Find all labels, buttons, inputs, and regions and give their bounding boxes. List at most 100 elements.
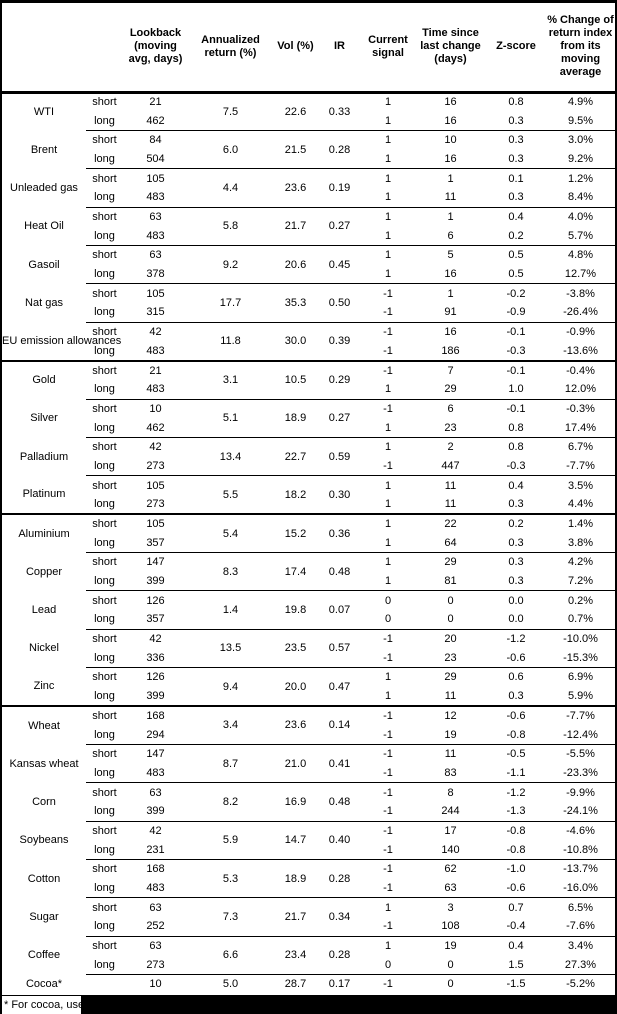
side-cell: long — [94, 344, 115, 357]
zscore-cell: 0.8 — [486, 436, 546, 457]
annualized-return-cell: 5.8 — [188, 206, 273, 246]
col-header-time-since-change: Time since last change (days) — [415, 3, 486, 94]
days-since-change-cell: 16 — [444, 152, 457, 165]
days-since-change-cell: 16 — [444, 114, 457, 127]
side-cell: short — [86, 551, 123, 572]
days-since-change-cell: 1 — [415, 283, 486, 304]
table-row: long 336 -1 23 -0.6 -15.3% — [2, 648, 615, 667]
lookback-cell: 126 — [123, 667, 188, 687]
table-row: Coffee short 63 6.6 23.4 0.28 1 19 0.4 3.4% — [2, 935, 615, 975]
table-row: Brent short 84 6.0 21.5 0.28 1 10 0.3 3.0% — [2, 129, 615, 169]
lookback-cell: 483 — [146, 383, 165, 396]
days-since-change-cell: 91 — [444, 306, 457, 319]
annualized-return-cell: 8.7 — [188, 743, 273, 783]
days-since-change-cell: 62 — [415, 858, 486, 879]
vol-cell: 15.2 — [273, 513, 318, 553]
lookback-cell: 399 — [146, 805, 165, 818]
pct-change-cell: 0.7% — [567, 613, 594, 626]
lookback-cell: 105 — [123, 168, 188, 188]
zscore-cell: 0.3 — [486, 129, 546, 150]
pct-change-cell: 8.4% — [567, 191, 594, 204]
days-since-change-cell: 19 — [444, 728, 457, 741]
side-cell: long — [94, 536, 115, 549]
side-cell: short — [86, 667, 123, 687]
side-cell: long — [94, 268, 115, 281]
table-row: long 504 1 16 0.3 9.2% — [2, 150, 615, 169]
pct-change-cell: -7.7% — [546, 704, 615, 726]
days-since-change-cell: 81 — [444, 575, 457, 588]
ir-cell: 0.30 — [318, 475, 361, 515]
lookback-cell: 483 — [146, 766, 165, 779]
zscore-cell: -0.6 — [506, 882, 526, 895]
ir-cell: 0.40 — [318, 820, 361, 860]
zscore-cell: 1.5 — [508, 958, 524, 971]
signal-cell: -1 — [361, 359, 415, 380]
annualized-return-cell: 13.4 — [188, 436, 273, 476]
ir-cell: 0.28 — [318, 858, 361, 898]
vol-cell: 23.6 — [273, 704, 318, 745]
days-since-change-cell: 0 — [447, 958, 454, 971]
annualized-return-cell: 5.5 — [188, 475, 273, 515]
signal-cell: -1 — [383, 920, 393, 933]
signal-cell: -1 — [361, 858, 415, 879]
annualized-return-cell: 9.4 — [188, 667, 273, 706]
annualized-return-cell: 5.9 — [188, 820, 273, 860]
pct-change-cell: 4.0% — [546, 206, 615, 227]
pct-change-cell: 1.4% — [546, 513, 615, 534]
side-cell: short — [86, 283, 123, 304]
side-cell: long — [94, 920, 115, 933]
side-cell: short — [86, 590, 123, 611]
zscore-cell: -0.1 — [486, 359, 546, 380]
table-row: long 378 1 16 0.5 12.7% — [2, 265, 615, 284]
signal-cell: 1 — [361, 168, 415, 188]
col-header-lookback: Lookback (moving avg, days) — [123, 3, 188, 94]
days-since-change-cell: 11 — [444, 689, 457, 702]
signal-cell: 1 — [361, 667, 415, 687]
commodity-name-cell: Nat gas — [25, 297, 63, 310]
zscore-cell: -0.8 — [506, 728, 526, 741]
days-since-change-cell: 3 — [415, 897, 486, 918]
table-row: Wheat short 168 3.4 23.6 0.14 -1 12 -0.6 -7.7% — [2, 704, 615, 745]
days-since-change-cell: 8 — [415, 782, 486, 802]
days-since-change-cell: 0 — [415, 974, 486, 994]
side-cell: long — [94, 498, 115, 511]
signal-cell: -1 — [383, 843, 393, 856]
side-cell: long — [94, 383, 115, 396]
side-cell: long — [94, 882, 115, 895]
days-since-change-cell: 140 — [441, 843, 460, 856]
pct-change-cell: -0.4% — [546, 359, 615, 380]
side-cell: short — [86, 129, 123, 150]
lookback-cell: 63 — [123, 244, 188, 265]
pct-change-cell: 17.4% — [564, 421, 597, 434]
commodity-name-cell: Lead — [31, 604, 57, 617]
table-body: WTI short 21 7.5 22.6 0.33 1 16 0.8 4.9% long 462 1 1… — [2, 91, 615, 994]
signal-cell: -1 — [383, 882, 393, 895]
vol-cell: 23.4 — [273, 935, 318, 975]
table-row: long 483 1 6 0.2 5.7% — [2, 226, 615, 245]
zscore-cell: 0.1 — [486, 168, 546, 188]
zscore-cell: 0.3 — [508, 536, 524, 549]
signal-cell: -1 — [361, 283, 415, 304]
zscore-cell: 0.8 — [486, 91, 546, 112]
lookback-cell: 42 — [123, 321, 188, 342]
pct-change-cell: 6.9% — [546, 667, 615, 687]
annualized-return-cell: 5.4 — [188, 513, 273, 553]
side-cell: short — [86, 398, 123, 419]
days-since-change-cell: 63 — [444, 882, 457, 895]
annualized-return-cell: 5.3 — [188, 858, 273, 898]
ir-cell: 0.48 — [318, 551, 361, 591]
ir-cell: 0.50 — [318, 283, 361, 323]
pct-change-cell: -0.3% — [546, 398, 615, 419]
table-row: Cotton short 168 5.3 18.9 0.28 -1 62 -1.0 -13.7% — [2, 858, 615, 898]
pct-change-cell: 1.2% — [546, 168, 615, 188]
vol-cell: 21.7 — [273, 897, 318, 937]
side-cell: long — [94, 651, 115, 664]
annualized-return-cell: 13.5 — [188, 628, 273, 668]
signal-cell: 1 — [384, 536, 392, 549]
zscore-cell: -1.3 — [506, 805, 526, 818]
days-since-change-cell: 108 — [441, 920, 460, 933]
side-cell: short — [86, 858, 123, 879]
lookback-cell: 147 — [123, 743, 188, 764]
zscore-cell: 0.8 — [508, 421, 524, 434]
ir-cell: 0.07 — [318, 590, 361, 630]
